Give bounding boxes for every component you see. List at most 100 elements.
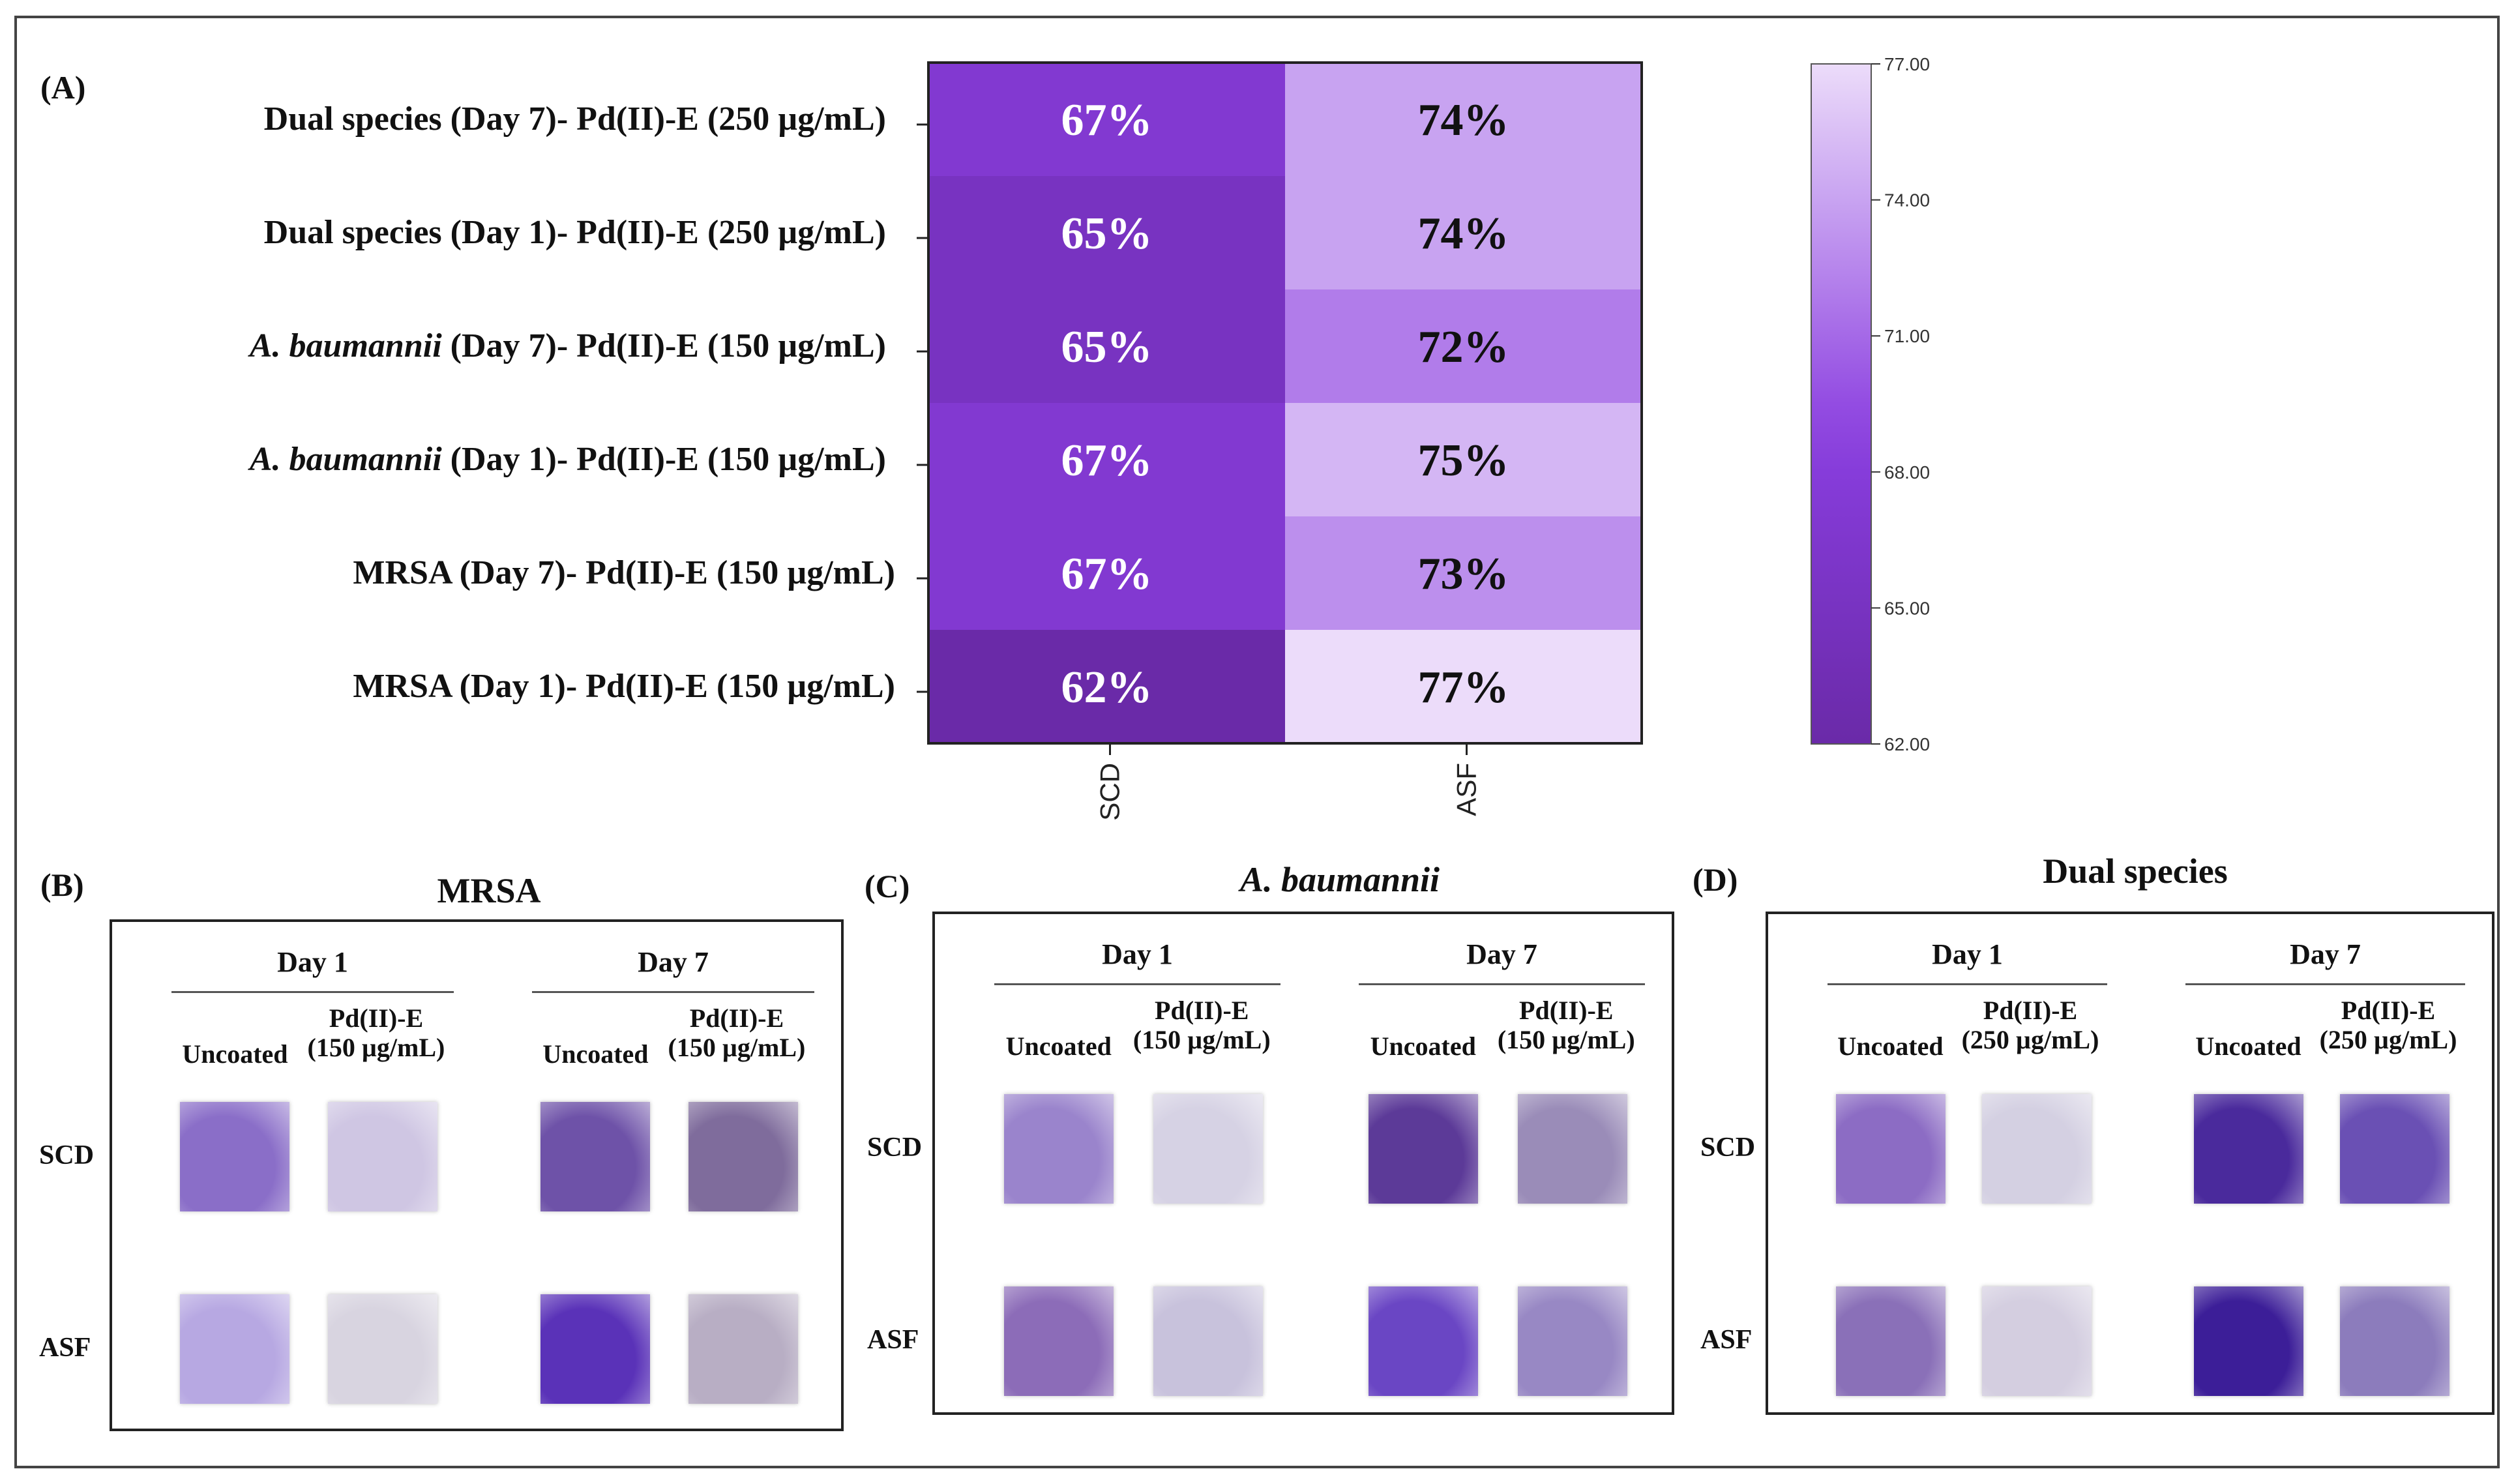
col-label-coated: Pd(II)-E (150 µg/mL) [1110,996,1293,1055]
col-label-coated: Pd(II)-E (250 µg/mL) [1939,996,2122,1055]
row-label-scd: SCD [39,1140,95,1170]
panel-label: (D) [1693,861,1738,898]
day-7-rule [1359,983,1645,985]
coated-label-line1: Pd(II)-E [1519,996,1614,1025]
sample-image [1982,1094,2092,1204]
col-label-coated: Pd(II)-E (150 µg/mL) [285,1003,467,1063]
row-label-text: (Day 1)- Pd(II)-E (150 µg/mL) [441,441,886,478]
day-1-rule [171,991,454,993]
sample-image [2340,1286,2450,1396]
day-7-label: Day 7 [638,946,709,978]
coated-label-line1: Pd(II)-E [1155,996,1249,1025]
col-label-uncoated: Uncoated [1005,1031,1112,1061]
panel-label: (B) [40,867,84,903]
sample-image [540,1294,651,1404]
day-7-label: Day 7 [2290,938,2361,970]
heatmap-cell-r1-c0 [928,176,1285,289]
sample-image [1982,1286,2092,1396]
heatmap-cell-r0-c1 [1285,63,1642,176]
heatmap-cell-label-r0-c1: 74% [1418,95,1509,145]
coated-label-line2: (150 µg/mL) [668,1032,806,1062]
colorbar-tick-label: 77.00 [1884,54,1930,74]
col-label-coated: Pd(II)-E (250 µg/mL) [2297,996,2479,1055]
sample-image [1835,1094,1946,1204]
row-label-species: A. baumannii [249,441,442,478]
row-label-scd: SCD [867,1133,923,1163]
sample-image [1153,1094,1264,1204]
coated-label-line1: Pd(II)-E [2341,996,2436,1025]
colorbar-tick-label: 68.00 [1884,462,1930,482]
heatmap-row-label: A. baumannii (Day 7)- Pd(II)-E (150 µg/m… [250,327,886,365]
col-label-coated: Pd(II)-E (150 µg/mL) [1475,996,1657,1055]
sample-image [1835,1286,1946,1396]
sample-image [180,1102,290,1211]
sample-image [1518,1286,1628,1396]
day-7-rule [2185,983,2465,985]
coated-label-line1: Pd(II)-E [329,1003,424,1033]
row-label-text: Dual species (Day 1)- Pd(II)-E (250 µg/m… [263,214,886,251]
col-label-uncoated: Uncoated [1837,1031,1944,1061]
day-1-label: Day 1 [1932,938,2003,970]
day-1-rule [994,983,1280,985]
day-1-rule [1828,983,2107,985]
day-1-label: Day 1 [277,946,348,978]
row-label-species: A. baumannii [249,327,442,364]
coated-label-line1: Pd(II)-E [689,1003,784,1033]
heatmap-row-label: MRSA (Day 1)- Pd(II)-E (150 µg/mL) [353,667,895,705]
sample-image [688,1102,798,1211]
sample-image [2193,1286,2303,1396]
heatmap-row-label: Dual species (Day 1)- Pd(II)-E (250 µg/m… [264,213,886,252]
heatmap-cell-r4-c0 [928,516,1285,630]
sample-image [1153,1286,1264,1396]
panel-label: (C) [865,868,910,904]
panel-title: Dual species [2043,852,2228,891]
heatmap-row-label: MRSA (Day 7)- Pd(II)-E (150 µg/mL) [353,554,895,592]
row-label-scd: SCD [1700,1133,1756,1163]
coated-label-line2: (150 µg/mL) [307,1032,445,1062]
row-label-text: MRSA (Day 1)- Pd(II)-E (150 µg/mL) [353,668,895,705]
sample-image [1003,1286,1114,1396]
day-7-label: Day 7 [1466,938,1537,970]
heatmap-chart: 67% 74% 65% 74% 65% 72% 67% 75% 67% 73% 62% 77% SCD… [917,54,1930,821]
coated-label-line2: (250 µg/mL) [1961,1024,2099,1054]
day-7-rule [532,991,814,993]
coated-label-line1: Pd(II)-E [1983,996,2078,1025]
col-label-uncoated: Uncoated [1370,1031,1476,1061]
colorbar-tick-label: 74.00 [1884,190,1930,211]
day-1-label: Day 1 [1102,938,1173,970]
heatmap-cell-r4-c1 [1285,516,1642,630]
heatmap-cell-r5-c1 [1285,630,1642,743]
row-label-text: MRSA (Day 7)- Pd(II)-E (150 µg/mL) [353,554,895,591]
heatmap-cell-r2-c1 [1285,289,1642,403]
heatmap-row-label: Dual species (Day 7)- Pd(II)-E (250 µg/m… [264,100,886,138]
col-label-uncoated: Uncoated [542,1039,649,1069]
sample-image [2193,1094,2303,1204]
heatmap-cell-r3-c0 [928,403,1285,516]
colorbar [1811,63,1872,745]
row-label-asf: ASF [1700,1325,1753,1355]
heatmap-cell-label-r2-c1: 72% [1418,322,1509,372]
coated-label-line2: (150 µg/mL) [1132,1024,1271,1054]
heatmap-cell-r1-c1 [1285,176,1642,289]
heatmap-cell-label-r3-c1: 75% [1418,436,1509,486]
sample-image [2340,1094,2450,1204]
sample-image [1368,1094,1478,1204]
heatmap-cell-label-r5-c0: 62% [1061,662,1153,713]
col-label-coated: Pd(II)-E (150 µg/mL) [645,1003,828,1063]
heatmap-row-label: A. baumannii (Day 1)- Pd(II)-E (150 µg/m… [250,440,886,479]
heatmap-cell-label-r0-c0: 67% [1061,95,1153,145]
coated-label-line2: (250 µg/mL) [2319,1024,2457,1054]
heatmap-cell-r0-c0 [928,63,1285,176]
sample-image [180,1294,290,1404]
heatmap-cell-label-r1-c1: 74% [1418,209,1509,259]
sample-image [1518,1094,1628,1204]
col-label-uncoated: Uncoated [2195,1031,2301,1061]
sample-image [540,1102,651,1211]
heatmap-cell-r3-c1 [1285,403,1642,516]
colorbar-tick-label: 62.00 [1884,734,1930,754]
sample-image [1368,1286,1478,1396]
heatmap-cell-label-r4-c1: 73% [1418,549,1509,599]
heatmap-border [927,61,1643,745]
panel-title: A. baumannii [1239,860,1440,899]
row-label-text: Dual species (Day 7)- Pd(II)-E (250 µg/m… [263,100,886,138]
